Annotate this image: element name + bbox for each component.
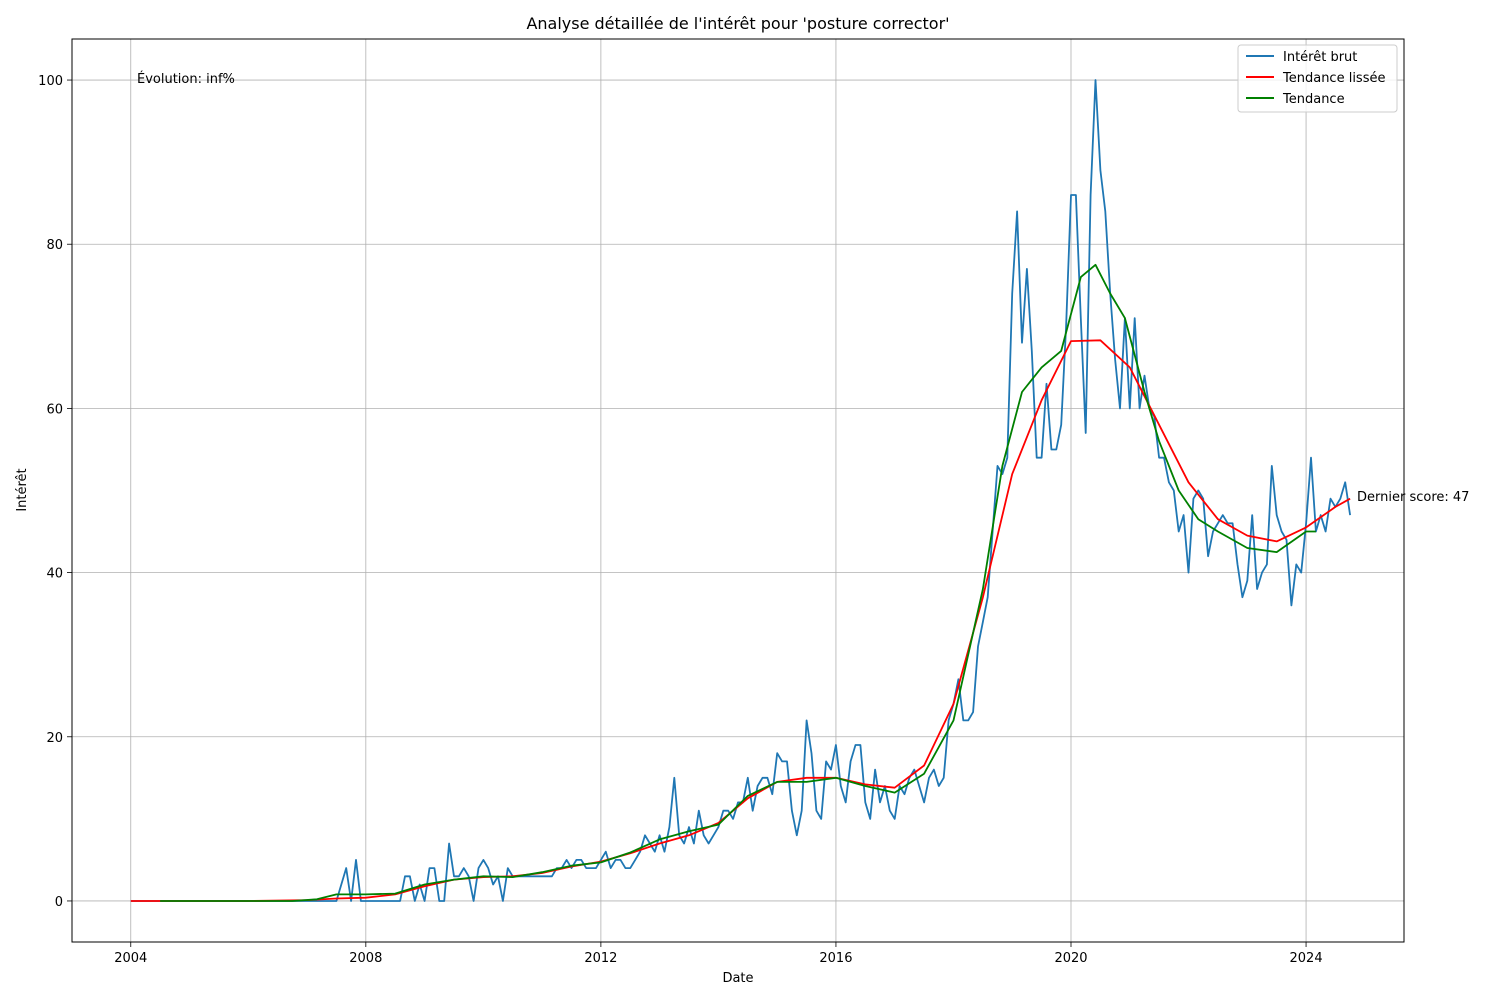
x-tick-label: 2008	[349, 951, 382, 966]
y-tick-label: 100	[38, 74, 63, 89]
y-tick-label: 0	[55, 895, 63, 910]
axis-ticks: 2004 2008 2012 2016 2020 2024 0 20 40 60 80 100	[38, 74, 1322, 966]
y-tick-label: 40	[46, 567, 63, 582]
legend-label-smoothed: Tendance lissée	[1282, 71, 1385, 86]
legend: Intérêt brut Tendance lissée Tendance	[1237, 44, 1398, 113]
x-axis-label: Date	[722, 971, 753, 986]
y-tick-label: 20	[46, 731, 63, 746]
legend-label-raw: Intérêt brut	[1283, 50, 1357, 65]
x-tick-label: 2020	[1054, 951, 1087, 966]
last-score-annotation: Dernier score: 47	[1357, 490, 1469, 505]
smoothed-trend-line	[130, 339, 1351, 902]
evolution-annotation: Évolution: inf%	[137, 71, 235, 87]
x-tick-label: 2024	[1290, 951, 1323, 966]
legend-box	[1237, 44, 1398, 113]
legend-label-trend: Tendance	[1282, 92, 1345, 107]
y-axis-label: Intérêt	[15, 468, 30, 511]
trend-line	[160, 263, 1316, 902]
grid	[72, 39, 1404, 942]
x-tick-label: 2016	[819, 951, 852, 966]
series-lines	[130, 79, 1351, 902]
raw-interest-line	[130, 79, 1351, 902]
x-tick-label: 2012	[584, 951, 617, 966]
x-tick-label: 2004	[114, 951, 147, 966]
chart-title: Analyse détaillée de l'intérêt pour 'pos…	[526, 14, 949, 33]
y-tick-label: 80	[46, 238, 63, 253]
y-tick-label: 60	[46, 402, 63, 417]
plot-frame	[71, 38, 1405, 943]
